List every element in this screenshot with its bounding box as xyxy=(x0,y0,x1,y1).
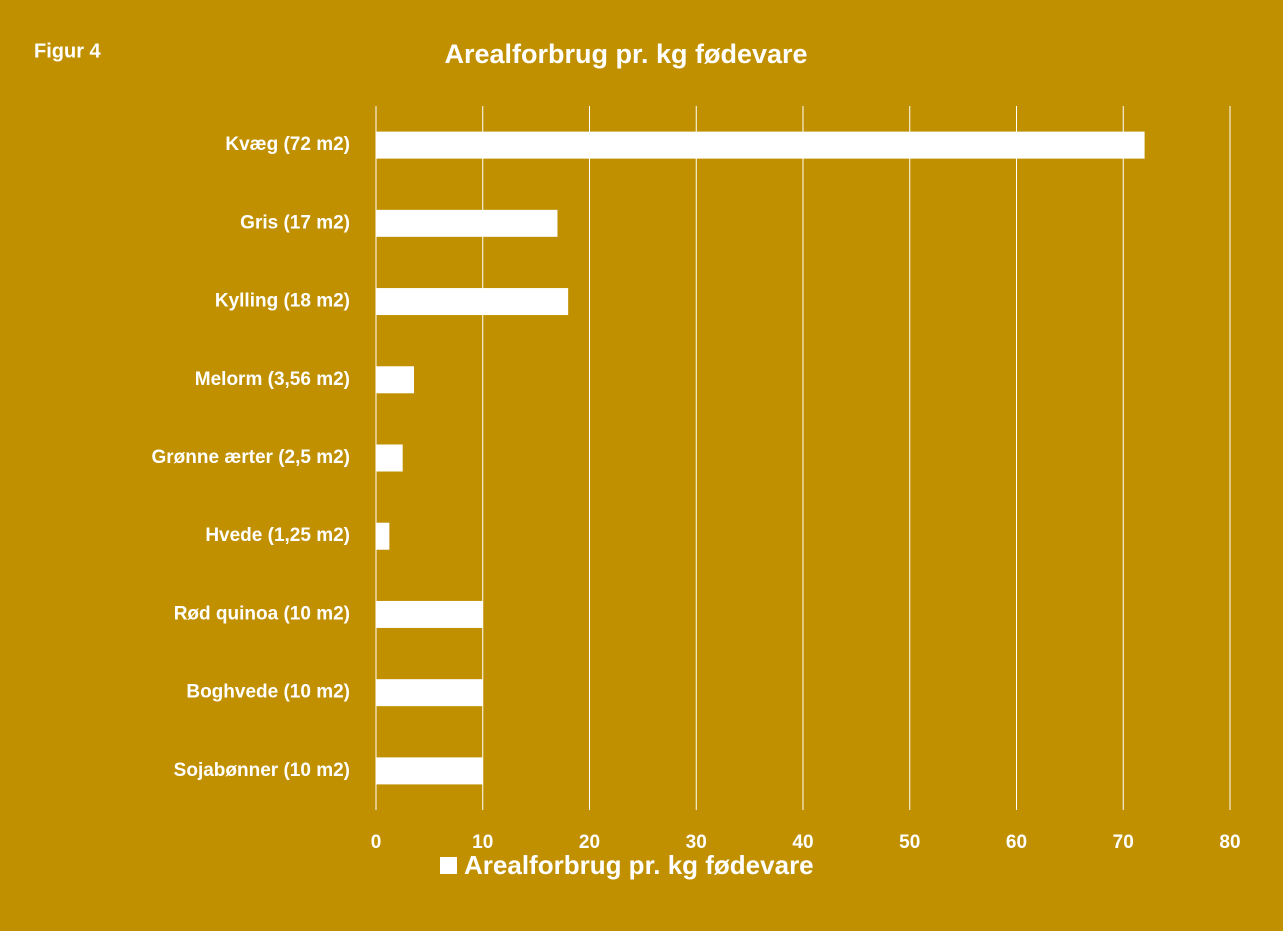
chart-title: Arealforbrug pr. kg fødevare xyxy=(444,39,807,69)
bar xyxy=(376,444,403,472)
x-tick-label: 20 xyxy=(579,832,600,853)
y-tick-label: Rød quinoa (10 m2) xyxy=(174,603,350,624)
bar xyxy=(376,288,569,316)
bar xyxy=(376,522,390,550)
y-tick-label: Gris (17 m2) xyxy=(240,212,350,233)
y-tick-label: Hvede (1,25 m2) xyxy=(205,525,350,546)
legend-label: Arealforbrug pr. kg fødevare xyxy=(464,850,814,880)
x-tick-label: 0 xyxy=(371,832,382,853)
bar xyxy=(376,679,483,707)
x-tick-label: 10 xyxy=(472,832,493,853)
y-tick-label: Melorm (3,56 m2) xyxy=(195,369,350,390)
bar xyxy=(376,757,483,785)
x-tick-label: 70 xyxy=(1113,832,1134,853)
bar xyxy=(376,131,1145,159)
bar xyxy=(376,366,415,394)
y-tick-label: Grønne ærter (2,5 m2) xyxy=(152,447,351,468)
x-tick-label: 40 xyxy=(792,832,813,853)
y-tick-label: Sojabønner (10 m2) xyxy=(174,760,350,781)
bar xyxy=(376,600,483,628)
bar xyxy=(376,209,558,237)
x-tick-label: 80 xyxy=(1219,832,1240,853)
y-tick-label: Boghvede (10 m2) xyxy=(186,682,350,703)
x-tick-label: 30 xyxy=(686,832,707,853)
y-tick-label: Kvæg (72 m2) xyxy=(225,134,350,155)
x-tick-label: 50 xyxy=(899,832,920,853)
figure-label: Figur 4 xyxy=(34,40,102,62)
legend-swatch xyxy=(440,857,457,874)
y-tick-label: Kylling (18 m2) xyxy=(215,291,350,312)
x-tick-label: 60 xyxy=(1006,832,1027,853)
